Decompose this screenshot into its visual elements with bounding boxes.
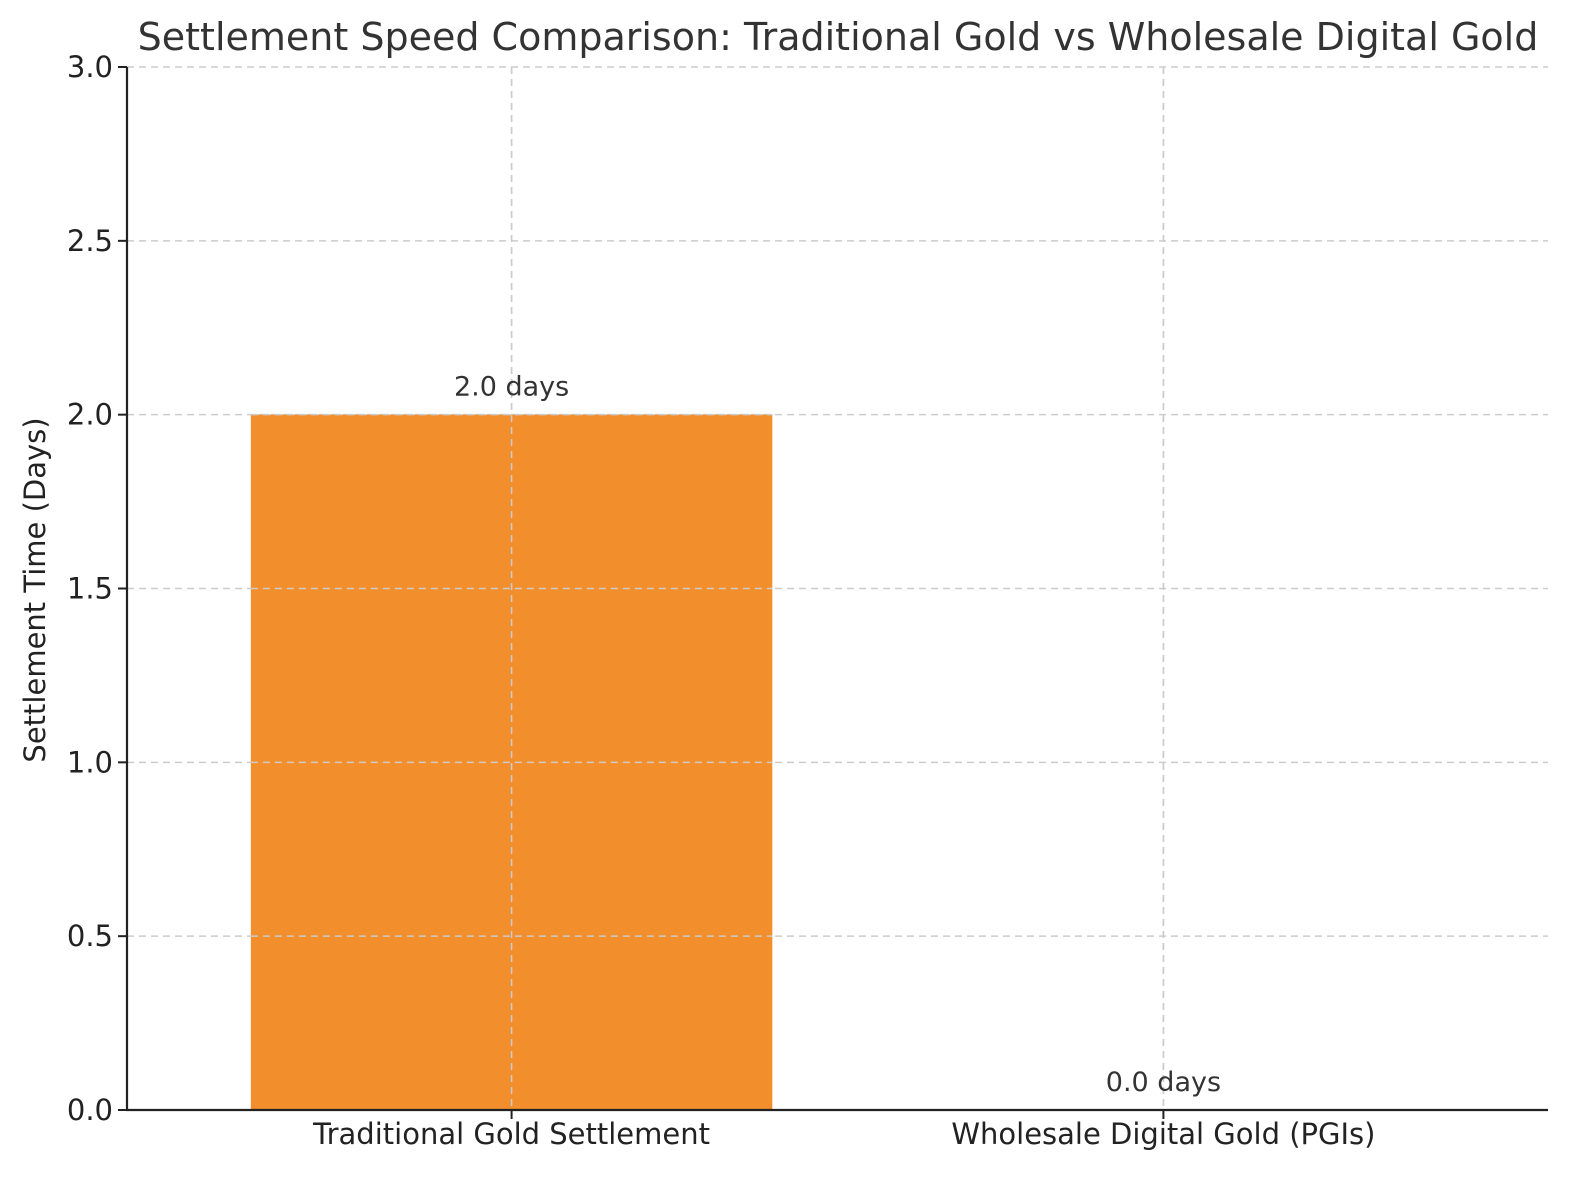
labels: 0.0 0.5 1.0 1.5 2.0 2.5 3.0 2.0 days 0.0 days Tra… (67, 50, 1376, 1151)
axes (118, 66, 1548, 1119)
bar-value-label: 0.0 days (1106, 1067, 1221, 1098)
y-tick-label: 0.0 (67, 1093, 113, 1127)
bars (250, 67, 1165, 1111)
y-tick-label: 2.5 (67, 224, 113, 258)
y-tick-label: 3.0 (67, 50, 113, 84)
y-axis-label: Settlement Time (Days) (18, 417, 52, 762)
y-tick-label: 2.0 (67, 398, 113, 432)
y-tick-label: 0.5 (67, 919, 113, 953)
y-tick-label: 1.0 (67, 745, 113, 779)
chart-title: Settlement Speed Comparison: Traditional… (138, 15, 1539, 59)
y-tick-label: 1.5 (67, 572, 113, 606)
x-tick-label: Traditional Gold Settlement (312, 1117, 710, 1151)
x-tick-label: Wholesale Digital Gold (PGIs) (951, 1117, 1375, 1151)
bar-value-label: 2.0 days (454, 372, 569, 403)
